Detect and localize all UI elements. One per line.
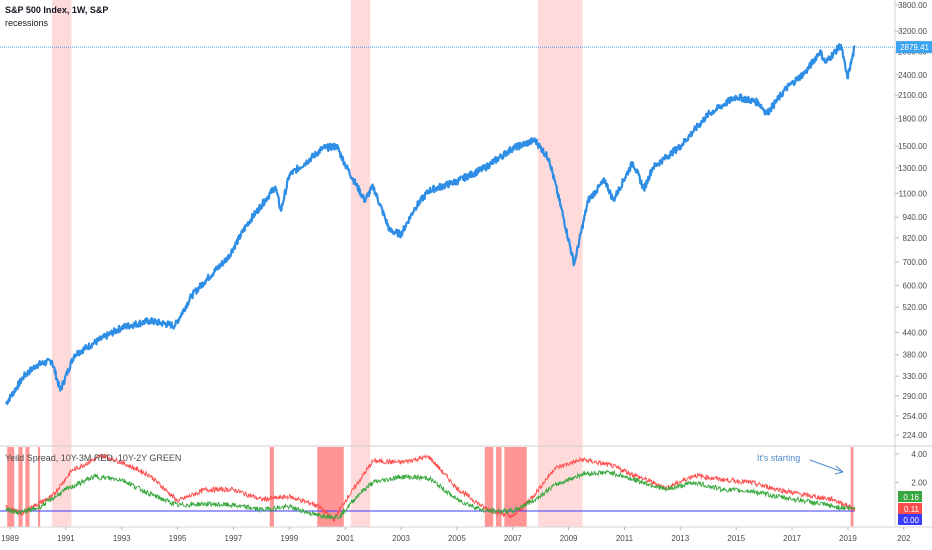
spread-axis[interactable]: 4.00 2.00 — [895, 450, 928, 488]
time-tick-label: 1999 — [280, 534, 298, 543]
inversion-shade-4 — [269, 447, 274, 527]
time-tick-label: 2007 — [504, 534, 522, 543]
price-tick-label: 520.00 — [903, 303, 928, 312]
note-arrow — [809, 459, 844, 475]
price-tick-label: 224.00 — [903, 431, 928, 440]
time-tick-label: 1989 — [1, 534, 19, 543]
price-axis[interactable]: 224.00 254.00 290.00 330.00 380.00 440.00 520.… — [895, 1, 928, 440]
price-tick-label: 1300.00 — [898, 164, 927, 173]
price-tick-label: 1500.00 — [898, 142, 927, 151]
recession-band-2 — [537, 0, 583, 527]
spread-badge-label-0: 0.16 — [903, 493, 919, 502]
inversion-shade-7 — [495, 447, 502, 527]
time-tick-label: 2001 — [336, 534, 354, 543]
last-price-badge — [896, 41, 932, 54]
price-tick-label: 2100.00 — [898, 91, 927, 100]
arrow-head — [834, 465, 844, 475]
inversion-shade-2 — [25, 447, 30, 527]
value-badges: 2879.41 0.16 0.11 0.00 — [896, 41, 932, 525]
inversion-shade-3 — [37, 447, 41, 527]
inversion-shade-5 — [317, 447, 344, 527]
price-tick-label: 290.00 — [903, 392, 928, 401]
price-tick-label: 440.00 — [903, 328, 928, 337]
overlay-label: recessions — [5, 18, 49, 28]
recession-bands — [51, 0, 583, 527]
spread-badge-label-2: 0.00 — [903, 516, 919, 525]
spread-badge-1 — [898, 503, 922, 514]
time-tick-label: 1997 — [225, 534, 243, 543]
price-tick-label: 3800.00 — [898, 1, 927, 10]
spread-tick-label: 4.00 — [911, 450, 927, 459]
time-tick-label: 2017 — [783, 534, 801, 543]
price-line-0 — [4, 43, 856, 406]
inversion-shade-6 — [484, 447, 494, 527]
recession-band-1 — [350, 0, 371, 527]
spread-tick-label: 2.00 — [911, 478, 927, 487]
chart-title: S&P 500 Index, 1W, S&P — [5, 5, 109, 15]
price-tick-label: 820.00 — [903, 234, 928, 243]
time-tick-label: 2015 — [727, 534, 745, 543]
price-tick-label: 1100.00 — [899, 189, 928, 198]
time-tick-label: 1993 — [113, 534, 131, 543]
spread-badge-label-1: 0.11 — [904, 505, 920, 514]
inversion-shade-9 — [850, 447, 854, 527]
price-tick-label: 940.00 — [903, 213, 928, 222]
time-axis[interactable]: 1989 1991 1993 1995 1997 1999 2001 2003 2005 2007… — [1, 527, 911, 543]
inversion-shade-0 — [7, 447, 15, 527]
price-series — [4, 43, 856, 406]
indicator-title: Yeild Spread, 10Y-3M RED, 10Y-2Y GREEN — [5, 453, 182, 463]
chart-frame — [0, 0, 932, 528]
spread-badge-0 — [898, 491, 922, 502]
spread-badge-2 — [898, 514, 922, 525]
price-tick-label: 330.00 — [903, 372, 928, 381]
price-tick-label: 3200.00 — [898, 27, 927, 36]
last-price-label: 2879.41 — [900, 43, 929, 52]
inversion-shading — [7, 447, 854, 527]
price-tick-label: 600.00 — [903, 281, 928, 290]
time-tick-label: 1991 — [57, 534, 75, 543]
time-tick-label: 202 — [897, 534, 911, 543]
time-tick-label: 1995 — [169, 534, 187, 543]
spread-line-10y-2y — [5, 469, 856, 520]
arrow-shaft — [809, 459, 844, 473]
time-tick-label: 2005 — [448, 534, 466, 543]
recession-band-0 — [51, 0, 72, 527]
price-tick-label: 700.00 — [903, 258, 928, 267]
time-tick-label: 2009 — [560, 534, 578, 543]
annotation-note: It's starting — [757, 453, 801, 463]
spread-line-10y-3m — [5, 453, 856, 523]
time-tick-label: 2003 — [392, 534, 410, 543]
time-tick-label: 2013 — [671, 534, 689, 543]
price-tick-label: 2400.00 — [898, 71, 927, 80]
price-tick-label: 1800.00 — [898, 114, 927, 123]
inversion-shade-1 — [18, 447, 23, 527]
spread-series — [0, 453, 856, 523]
price-tick-label: 380.00 — [903, 351, 928, 360]
time-tick-label: 2011 — [616, 534, 634, 543]
price-tick-label: 254.00 — [903, 412, 928, 421]
time-tick-label: 2019 — [839, 534, 857, 543]
